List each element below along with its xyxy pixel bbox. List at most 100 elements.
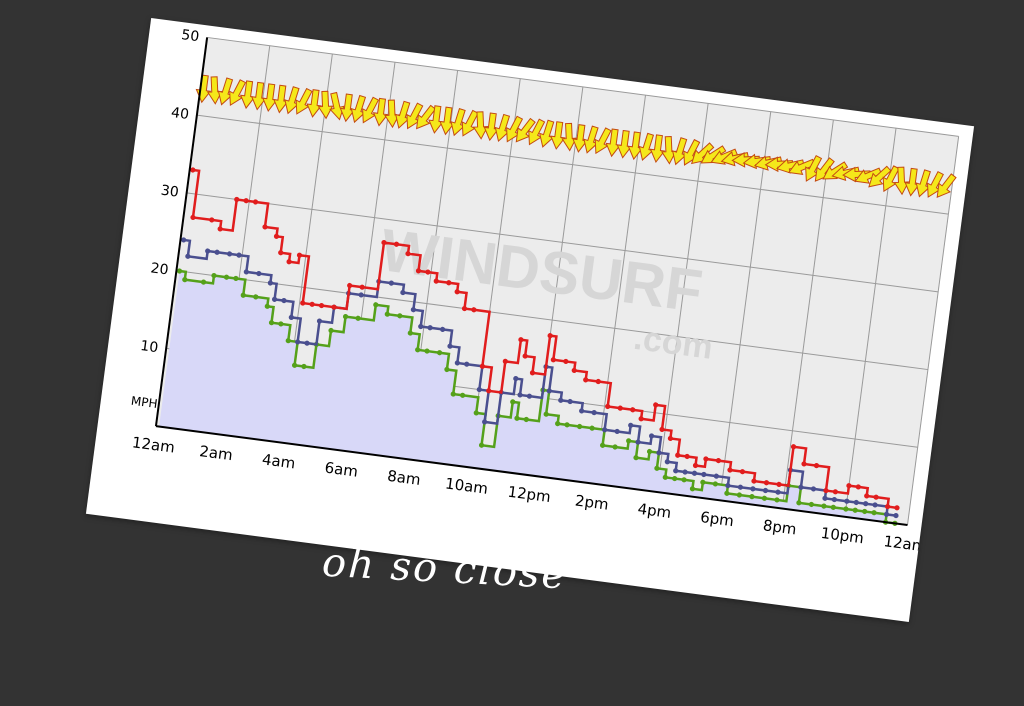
lull-point (543, 411, 549, 417)
gust-point (234, 196, 240, 203)
avg-point (682, 469, 688, 475)
x-axis-line (155, 425, 908, 527)
lull-point (176, 268, 183, 274)
wind-direction-arrow (395, 100, 411, 129)
avg-point (388, 280, 394, 286)
wind-direction-arrow (472, 111, 489, 140)
lull-point (373, 302, 379, 308)
gust-point (563, 358, 569, 365)
gust-point (763, 480, 770, 486)
gust-point (522, 353, 528, 359)
gust-point (823, 487, 829, 494)
gust-point (583, 377, 589, 383)
wind-direction-arrow (306, 89, 322, 118)
lull-point (223, 274, 230, 280)
avg-point (267, 280, 273, 286)
avg-point (664, 459, 670, 465)
avg-point (181, 237, 187, 243)
gust-point (595, 378, 601, 385)
avg-point (713, 473, 719, 479)
avg-point (737, 484, 744, 490)
lull-point (589, 425, 595, 431)
gust-point (243, 198, 249, 204)
gust-point (296, 252, 303, 258)
wind-direction-arrow (822, 161, 849, 180)
lull-point (576, 423, 583, 430)
lull-point (654, 465, 660, 471)
gust-point (638, 416, 644, 422)
x-tick-labels: 12am 2am 4am 6am 8am 10am 12pm 2pm 4pm 6pm 8pm 10pm… (131, 433, 927, 555)
avg-point (822, 495, 828, 501)
wind-direction-arrow (483, 112, 500, 142)
x-tick-label: 8am (386, 467, 421, 489)
avg-series-line (183, 238, 897, 517)
gust-point (381, 239, 387, 246)
lull-point (555, 421, 561, 427)
avg-point (863, 501, 869, 507)
wind-direction-arrow (649, 134, 666, 164)
avg-point (447, 343, 453, 349)
gust-point (347, 282, 353, 289)
lull-point (268, 320, 275, 326)
gust-point (252, 199, 259, 205)
wind-direction-arrow (284, 86, 300, 115)
lull-point (612, 444, 618, 450)
gust-point (331, 304, 337, 310)
grid-line-vertical (781, 119, 834, 509)
gust-point (278, 250, 284, 256)
gust-point (846, 483, 852, 489)
lull-point (646, 448, 653, 455)
gust-point (300, 300, 306, 306)
grid-line-vertical (656, 103, 709, 493)
wind-direction-arrow (506, 115, 524, 143)
grid-line-horizontal (196, 114, 949, 215)
wind-direction-arrow (550, 121, 566, 150)
lull-point (681, 477, 687, 483)
lull-area (159, 271, 895, 524)
avg-point (883, 511, 890, 517)
avg-point (844, 498, 850, 504)
wind-direction-arrow (926, 171, 944, 198)
wind-direction-arrow (250, 81, 267, 111)
avg-point (440, 326, 446, 332)
gust-point (751, 478, 757, 484)
avg-point (400, 289, 406, 296)
x-tick-label: 10pm (820, 524, 865, 547)
wind-direction-arrow (605, 128, 622, 158)
gust-point (547, 333, 553, 339)
avg-point (656, 450, 662, 456)
avg-point (614, 428, 620, 435)
gust-point (502, 358, 508, 364)
wind-direction-arrow (339, 93, 356, 123)
gust-point (454, 289, 460, 295)
wind-direction-arrow (515, 117, 536, 143)
avg-point (316, 318, 323, 324)
wind-direction-arrow (671, 137, 688, 166)
lull-point (444, 366, 450, 373)
lull-point (328, 327, 334, 334)
lull-point (633, 455, 639, 461)
wind-direction-arrow (329, 91, 345, 121)
gust-point (461, 305, 468, 312)
gust-point (675, 452, 681, 458)
gust-point (790, 444, 797, 450)
gust-point (471, 307, 477, 313)
wind-direction-arrow (350, 94, 367, 124)
lull-point (852, 507, 858, 513)
avg-point (288, 314, 294, 320)
avg-point (701, 471, 707, 478)
wind-direction-arrow (362, 96, 380, 124)
lull-point (415, 347, 421, 353)
wind-direction-arrow (428, 105, 444, 134)
lull-point (689, 486, 696, 492)
lull-point (564, 422, 570, 428)
wind-direction-arrow (868, 165, 892, 188)
wind-direction-arrow (814, 157, 835, 182)
lull-point (862, 508, 868, 515)
avg-point (513, 375, 519, 382)
avg-point (691, 470, 698, 476)
y-tick-labels: 10 20 30 40 50 (139, 27, 200, 356)
lull-point (424, 348, 430, 354)
y-tick-label: 10 (139, 338, 159, 356)
chart-photo: WINDSURF .com 10 20 30 40 50 12am 2am 4am 6am 8a… (85, 17, 975, 623)
